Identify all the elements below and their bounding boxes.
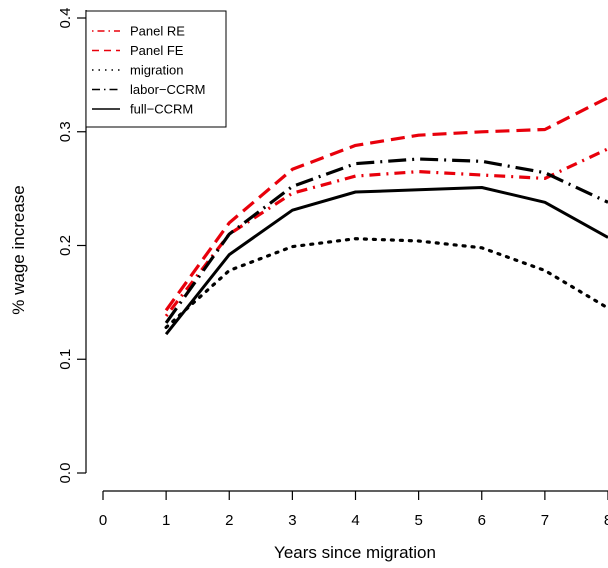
y-axis-title: % wage increase	[9, 185, 28, 314]
x-tick-label: 5	[414, 512, 422, 529]
legend-label-panel-re: Panel RE	[130, 24, 185, 39]
x-tick-label: 3	[288, 512, 296, 529]
y-ticks: 0.0 0.1 0.2 0.3 0.4	[57, 8, 86, 484]
series-line-full-ccrm	[164, 186, 608, 336]
x-tick-label: 2	[225, 512, 233, 529]
y-tick-label: 0.3	[57, 121, 74, 142]
x-tick-label: 1	[162, 512, 170, 529]
legend: Panel RE Panel FE migration labor−CCRM full−…	[85, 10, 227, 128]
series-line-migration	[164, 237, 608, 329]
x-tick-label: 7	[541, 512, 549, 529]
x-tick-label: 8	[604, 512, 608, 529]
y-tick-label: 0.2	[57, 235, 74, 256]
y-tick-label: 0.0	[57, 463, 74, 484]
x-tick-label: 4	[351, 512, 359, 529]
legend-label-migration: migration	[130, 63, 183, 78]
x-ticks: 0 1 2 3 4 5 6 7 8	[99, 491, 608, 529]
x-axis-title: Years since migration	[274, 543, 436, 562]
x-tick-label: 6	[478, 512, 486, 529]
series-lines	[164, 96, 608, 336]
legend-label-labor-ccrm: labor−CCRM	[130, 82, 206, 97]
x-tick-label: 0	[99, 512, 107, 529]
series-line-panel-fe	[164, 96, 608, 312]
y-tick-label: 0.4	[57, 8, 74, 29]
legend-label-full-ccrm: full−CCRM	[130, 102, 193, 117]
y-tick-label: 0.1	[57, 349, 74, 370]
legend-label-panel-fe: Panel FE	[130, 43, 184, 58]
series-line-labor-ccrm	[164, 157, 608, 324]
